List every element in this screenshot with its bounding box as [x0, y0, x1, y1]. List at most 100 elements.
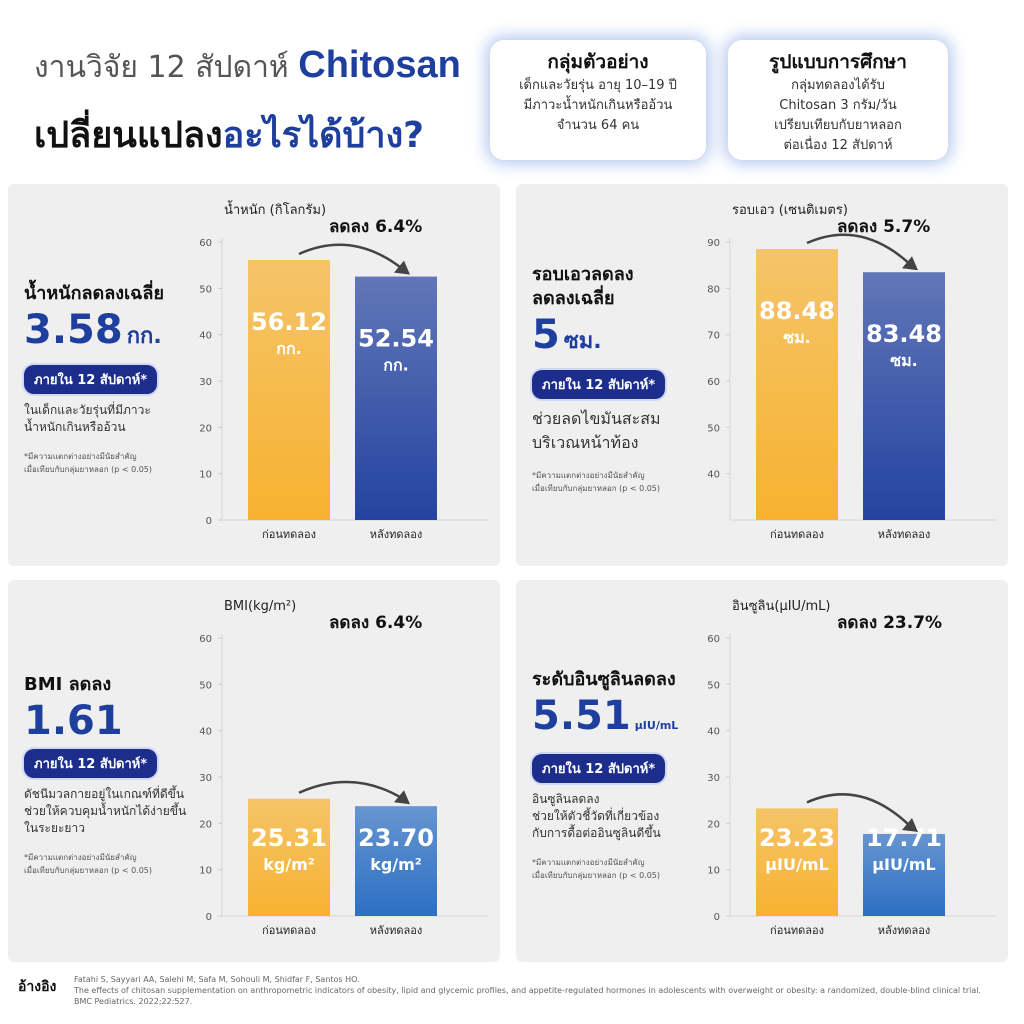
big-value: 3.58	[24, 307, 123, 353]
y-tick-label: 20	[199, 423, 212, 434]
footnote-line: เมื่อเทียบกับกลุ่มยาหลอก (p < 0.05)	[24, 465, 152, 474]
value-label: 23.70	[358, 824, 434, 852]
info-box: รูปแบบการศึกษากลุ่มทดลองได้รับ Chitosan 3…	[728, 40, 948, 160]
trend-arrowhead	[902, 256, 918, 271]
big-value-row: 3.58 กก.	[24, 306, 202, 361]
value-unit: ซม.	[783, 328, 810, 347]
title-line-1: งานวิจัย 12 สัปดาห์ Chitosan	[34, 44, 461, 91]
title-highlight: Chitosan	[298, 44, 461, 86]
headline: น้ำหนักลดลงเฉลี่ย	[24, 283, 165, 304]
bar	[756, 808, 838, 916]
info-box-line: เด็กและวัยรุ่น อายุ 10–19 ปี	[519, 78, 677, 93]
footnote: *มีความแตกต่างอย่างมีนัยสำคัญ เมื่อเทียบก…	[24, 851, 202, 877]
footnote: *มีความแตกต่างอย่างมีนัยสำคัญ เมื่อเทียบก…	[532, 469, 710, 495]
y-axis-label: อินซูลิน(µIU/mL)	[732, 599, 831, 614]
bar	[248, 259, 330, 520]
y-tick-label: 50	[199, 284, 212, 295]
big-unit: µIU/mL	[634, 719, 679, 732]
period-pill: ภายใน 12 สัปดาห์*	[532, 370, 666, 399]
period-pill: ภายใน 12 สัปดาห์*	[24, 749, 158, 778]
x-tick-label: หลังทดลอง	[878, 528, 930, 541]
footnote: *มีความแตกต่างอย่างมีนัยสำคัญเมื่อเทียบก…	[532, 856, 710, 882]
value-unit: kg/m²	[370, 855, 422, 874]
title-text: งานวิจัย 12 สัปดาห์	[34, 50, 289, 85]
big-value: 5	[532, 312, 560, 358]
bar	[863, 833, 945, 916]
description-line: อินซูลินลดลง	[532, 792, 600, 806]
y-tick-label: 40	[199, 331, 212, 342]
reference-line: Fatahi S, Sayyari AA, Salehi M, Safa M, …	[74, 975, 360, 984]
annotation: ลดลง 6.4%	[329, 613, 422, 633]
panel-text: รอบเอวลดลง ลดลงเฉลี่ย 5 ซม. ภายใน 12 สัปดาห์…	[532, 214, 710, 544]
description-line: ช่วยลดไขมันสะสม	[532, 409, 661, 428]
info-box-line: Chitosan 3 กรัม/วัน	[779, 98, 897, 113]
y-tick-label: 70	[707, 331, 720, 342]
footnote: *มีความแตกต่างอย่างมีนัยสำคัญ เมื่อเทียบก…	[24, 450, 202, 476]
y-tick-label: 0	[206, 912, 212, 923]
panel-text: น้ำหนักลดลงเฉลี่ย 3.58 กก. ภายใน 12 สัปดาห์…	[24, 214, 202, 544]
info-box-line: เปรียบเทียบกับยาหลอก	[774, 118, 902, 133]
description-line: ช่วยให้ควบคุมน้ำหนักได้ง่ายขึ้น	[24, 804, 187, 818]
annotation: ลดลง 6.4%	[329, 217, 422, 237]
headline: ระดับอินซูลินลดลง	[532, 669, 676, 690]
value-unit: µIU/mL	[872, 855, 935, 874]
footnote-line: *มีความแตกต่างอย่างมีนัยสำคัญ	[532, 858, 645, 867]
info-box-title: รูปแบบการศึกษา	[769, 51, 907, 73]
value-label: 23.23	[759, 824, 835, 852]
y-tick-label: 30	[199, 377, 212, 388]
info-box-title: กลุ่มตัวอย่าง	[547, 51, 649, 73]
value-unit: µIU/mL	[765, 855, 828, 874]
footnote-line: เมื่อเทียบกับกลุ่มยาหลอก (p < 0.05)	[532, 484, 660, 493]
x-tick-label: หลังทดลอง	[370, 528, 422, 541]
y-tick-label: 10	[199, 866, 212, 877]
description-line: น้ำหนักเกินหรืออ้วน	[24, 420, 126, 434]
big-value: 1.61	[24, 698, 123, 744]
trend-arrowhead	[394, 790, 410, 805]
info-box-line: กลุ่มทดลองได้รับ	[791, 78, 885, 93]
footnote-line: เมื่อเทียบกับกลุ่มยาหลอก (p < 0.05)	[532, 871, 660, 880]
bar	[355, 276, 437, 520]
info-box-line: มีภาวะน้ำหนักเกินหรืออ้วน	[523, 98, 673, 113]
value-unit: กก.	[276, 339, 301, 358]
value-label: 56.12	[251, 308, 327, 336]
headline: ลดลงเฉลี่ย	[532, 288, 615, 309]
y-axis-label: BMI(kg/m²)	[224, 599, 296, 614]
y-tick-label: 30	[199, 773, 212, 784]
x-tick-label: ก่อนทดลอง	[770, 528, 824, 541]
reference-line: The effects of chitosan supplementation …	[74, 986, 982, 995]
value-unit: กก.	[383, 356, 408, 375]
trend-arrowhead	[902, 817, 918, 832]
annotation: ลดลง 23.7%	[837, 613, 942, 633]
value-label: 83.48	[866, 320, 942, 348]
annotation: ลดลง 5.7%	[837, 217, 930, 237]
value-label: 52.54	[358, 325, 434, 353]
x-tick-label: ก่อนทดลอง	[770, 924, 824, 937]
big-unit: ซม.	[563, 329, 602, 354]
reference-text: Fatahi S, Sayyari AA, Salehi M, Safa M, …	[74, 974, 981, 1007]
description-line: กับการดื้อต่ออินซูลินดีขึ้น	[532, 826, 661, 840]
value-label: 25.31	[251, 824, 327, 852]
bar	[355, 806, 437, 916]
y-tick-label: 20	[707, 819, 720, 830]
big-unit: กก.	[126, 324, 162, 349]
description: ดัชนีมวลกายอยู่ในเกณฑ์ที่ดีขึ้น ช่วยให้คว…	[24, 786, 202, 837]
value-unit: kg/m²	[263, 855, 315, 874]
info-box: กลุ่มตัวอย่างเด็กและวัยรุ่น อายุ 10–19 ป…	[490, 40, 706, 160]
x-tick-label: ก่อนทดลอง	[262, 924, 316, 937]
description: ในเด็กและวัยรุ่นที่มีภาวะ น้ำหนักเกินหรือ…	[24, 402, 202, 436]
reference-line: BMC Pediatrics. 2022;22:527.	[74, 997, 193, 1006]
y-tick-label: 30	[707, 773, 720, 784]
trend-arrow	[298, 780, 403, 800]
description: ช่วยลดไขมันสะสม บริเวณหน้าท้อง	[532, 407, 710, 455]
description: อินซูลินลดลงช่วยให้ตัวชี้วัดที่เกี่ยวข้อ…	[532, 791, 710, 842]
bar	[863, 272, 945, 520]
y-tick-label: 50	[199, 680, 212, 691]
description-line: ช่วยให้ตัวชี้วัดที่เกี่ยวข้อง	[532, 809, 660, 823]
x-tick-label: ก่อนทดลอง	[262, 528, 316, 541]
trend-arrow	[298, 243, 403, 270]
chart: อินซูลิน(µIU/mL) 0 10 20 30 40 50 60 23.23 µIU/mL…	[707, 599, 996, 937]
y-tick-label: 90	[707, 238, 720, 249]
y-tick-label: 60	[199, 238, 212, 249]
y-tick-label: 40	[199, 727, 212, 738]
x-tick-label: หลังทดลอง	[878, 924, 930, 937]
